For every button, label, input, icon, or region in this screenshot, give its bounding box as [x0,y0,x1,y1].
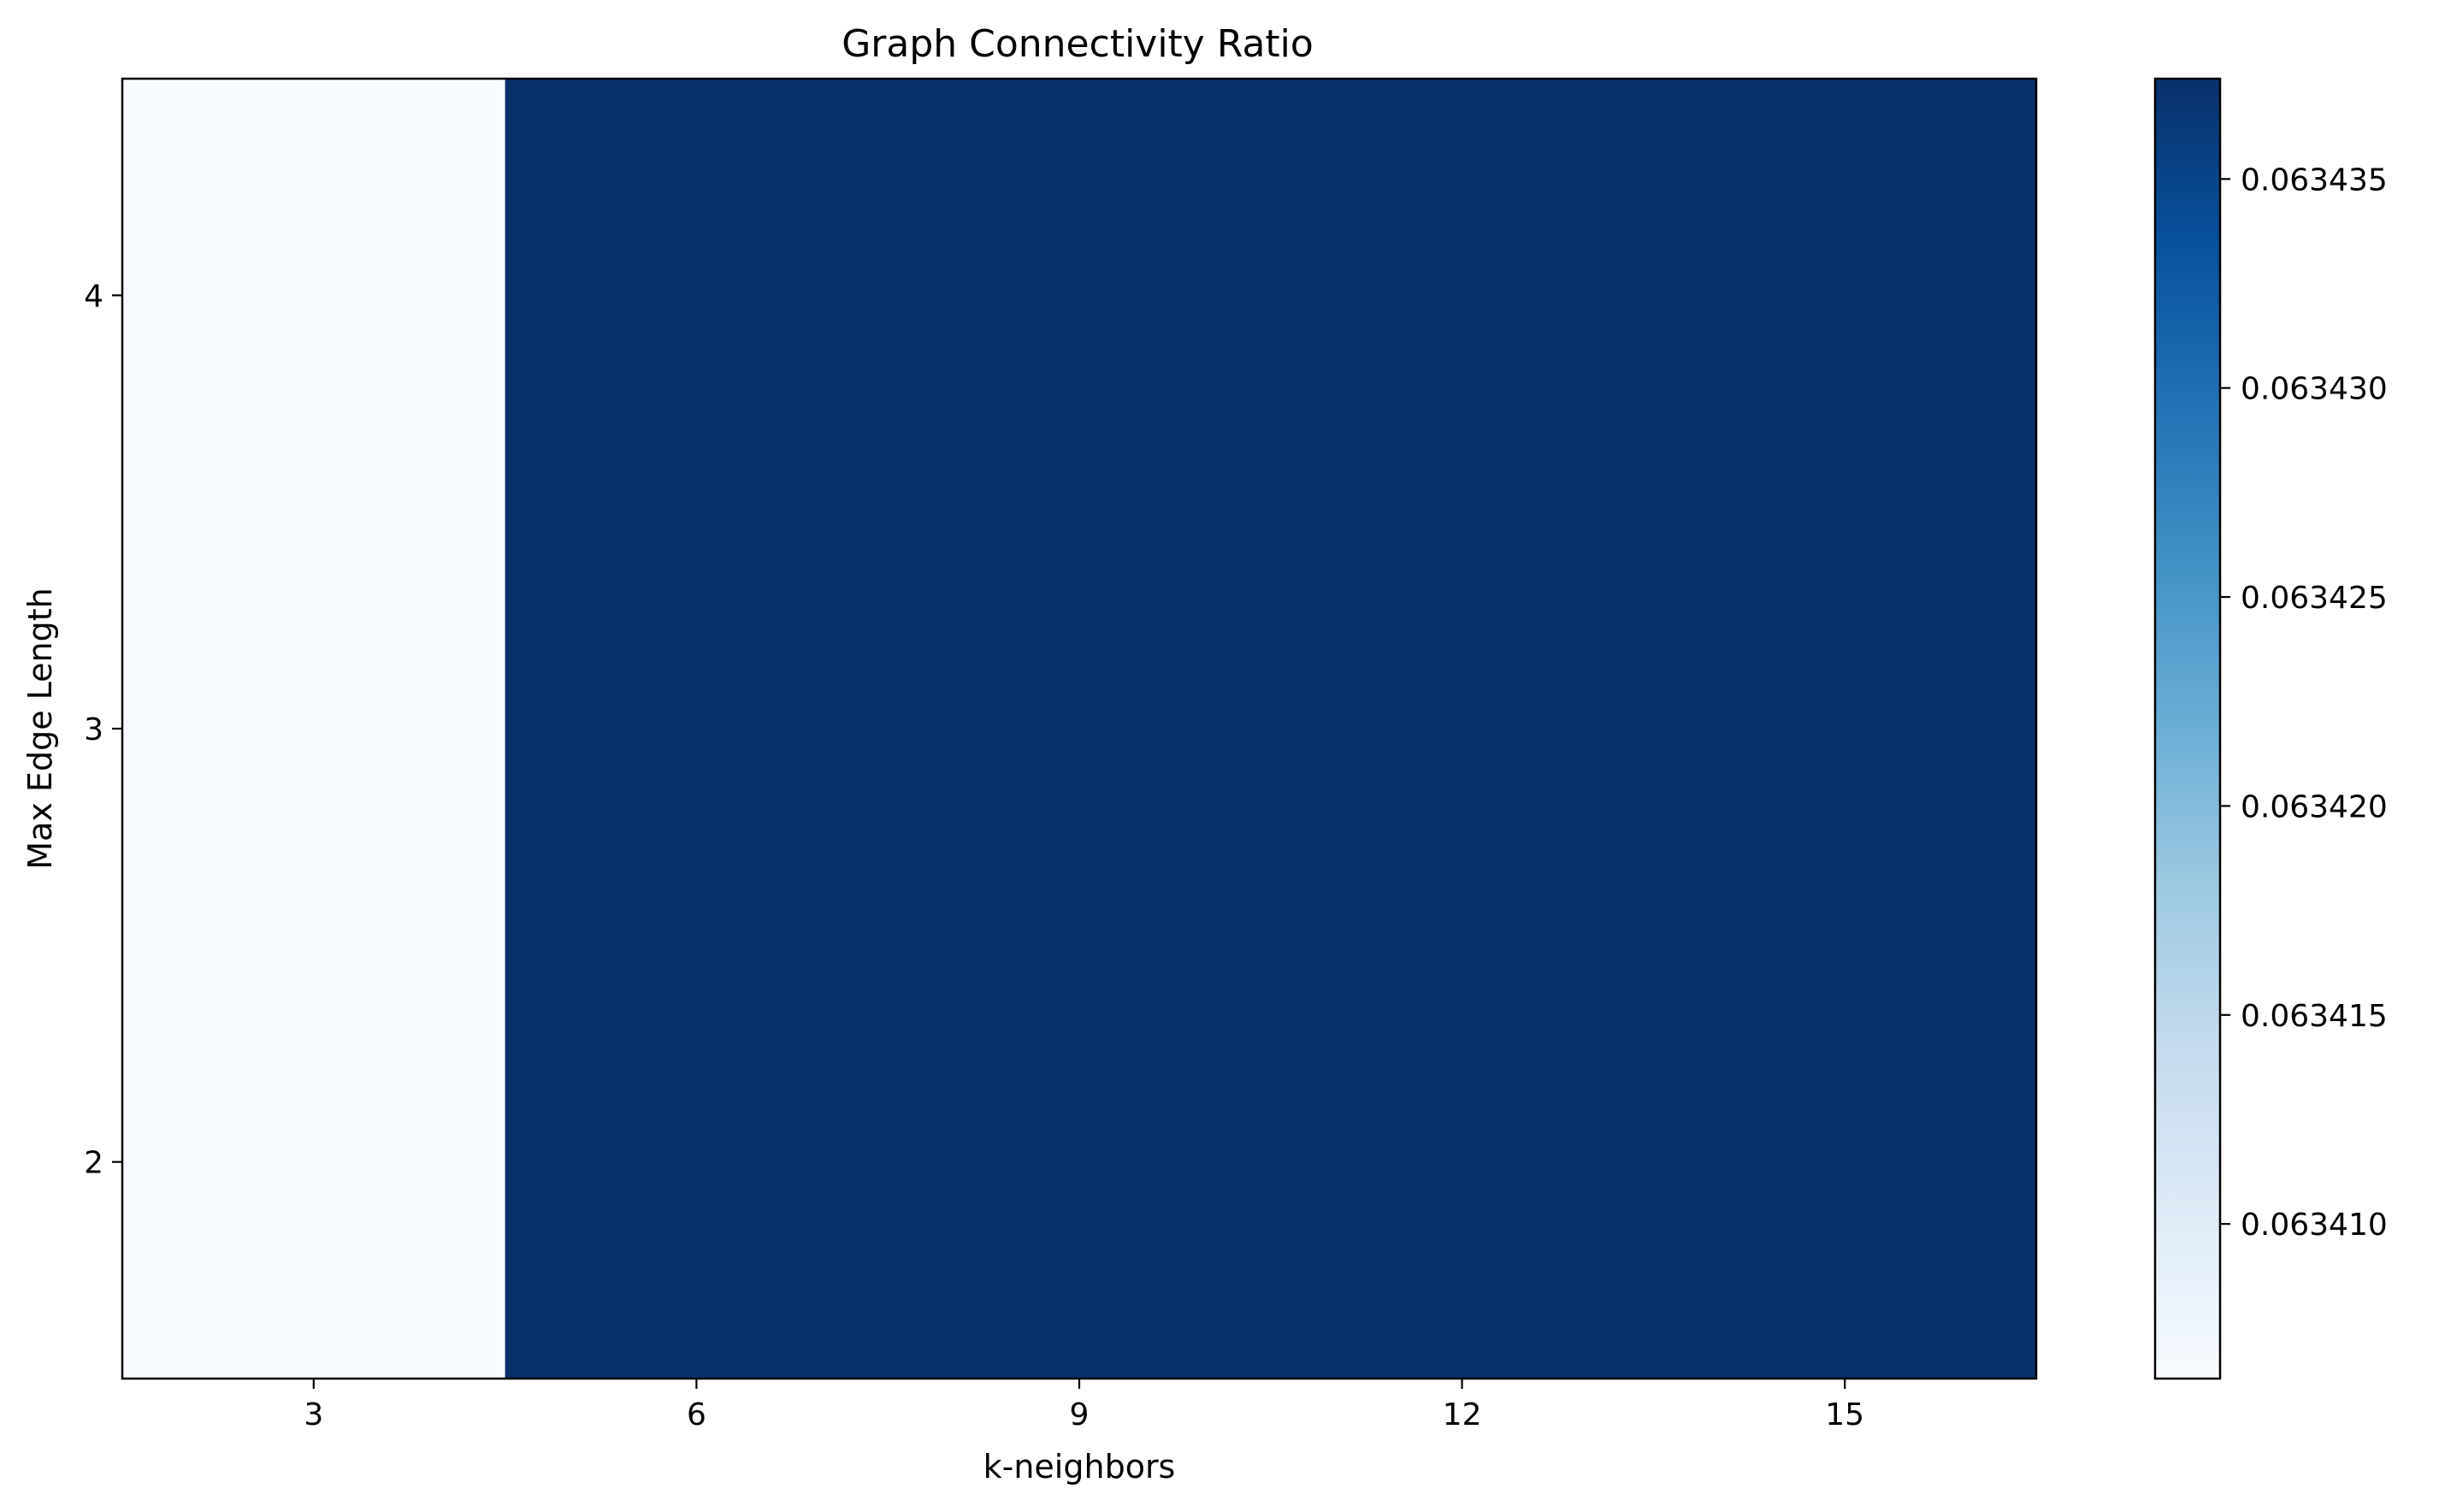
colorbar-ticks: 0.063410 0.063415 0.063420 0.063425 0.063430… [2220,162,2388,1243]
heatmap-cell [122,79,506,513]
x-axis-ticks: 3 6 9 12 15 [304,1379,1864,1432]
x-tick-label: 9 [1070,1397,1090,1432]
heatmap-cell [1270,945,1654,1379]
heatmap-cell [122,945,506,1379]
y-tick-label: 4 [84,279,103,314]
y-axis-label: Max Edge Length [21,588,59,869]
heatmap-cell [1653,511,2037,946]
heatmap-cell [505,945,889,1379]
heatmap-cell [505,79,889,513]
x-tick-label: 15 [1825,1397,1864,1432]
heatmap-cells [122,79,2037,1379]
colorbar-tick-label: 0.063430 [2241,372,2388,407]
heatmap-cell [122,511,506,946]
chart-title: Graph Connectivity Ratio [842,22,1314,66]
heatmap-cell [888,79,1272,513]
colorbar-tick-label: 0.063420 [2241,789,2388,824]
heatmap-cell [1653,945,2037,1379]
heatmap-cell [888,511,1272,946]
heatmap-cell [1270,511,1654,946]
x-axis-label: k-neighbors [983,1448,1176,1485]
x-tick-label: 3 [304,1397,323,1432]
y-tick-label: 2 [84,1146,103,1181]
heatmap-cell [1653,79,2037,513]
y-tick-label: 3 [84,712,103,747]
heatmap-cell [888,945,1272,1379]
x-tick-label: 6 [687,1397,706,1432]
y-axis-ticks: 2 3 4 [84,279,122,1181]
colorbar-tick-label: 0.063410 [2241,1208,2388,1243]
heatmap-cell [1270,79,1654,513]
heatmap-cell [505,511,889,946]
colorbar-tick-label: 0.063435 [2241,162,2388,198]
colorbar [2153,77,2222,1380]
colorbar-tick-label: 0.063415 [2241,999,2388,1034]
colorbar-tick-label: 0.063425 [2241,581,2388,616]
x-tick-label: 12 [1443,1397,1482,1432]
